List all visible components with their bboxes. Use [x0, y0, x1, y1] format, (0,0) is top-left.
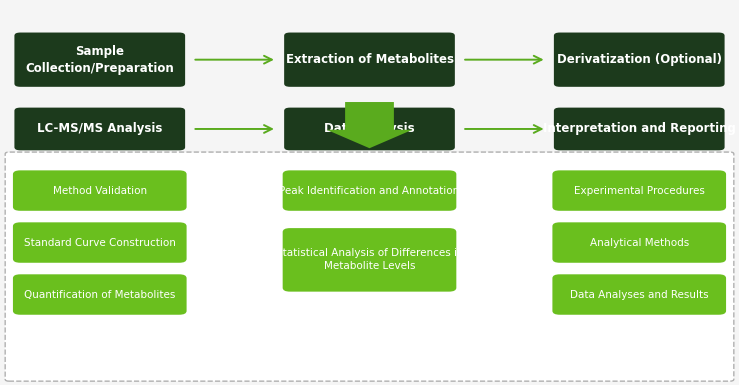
Text: Data Analysis: Data Analysis — [324, 122, 415, 136]
Text: LC-MS/MS Analysis: LC-MS/MS Analysis — [37, 122, 163, 136]
Text: Analytical Methods: Analytical Methods — [590, 238, 689, 248]
FancyBboxPatch shape — [552, 223, 726, 263]
Text: Statistical Analysis of Differences in
Metabolite Levels: Statistical Analysis of Differences in M… — [276, 248, 463, 271]
FancyBboxPatch shape — [5, 152, 734, 381]
FancyBboxPatch shape — [13, 274, 186, 315]
Text: Experimental Procedures: Experimental Procedures — [573, 186, 705, 196]
FancyBboxPatch shape — [552, 274, 726, 315]
FancyBboxPatch shape — [15, 108, 185, 150]
Polygon shape — [327, 102, 412, 148]
FancyBboxPatch shape — [285, 108, 455, 150]
Text: Sample
Collection/Preparation: Sample Collection/Preparation — [25, 45, 174, 75]
Text: Standard Curve Construction: Standard Curve Construction — [24, 238, 176, 248]
Text: Peak Identification and Annotation: Peak Identification and Annotation — [279, 186, 460, 196]
Text: Data Analyses and Results: Data Analyses and Results — [570, 290, 709, 300]
Text: Extraction of Metabolites: Extraction of Metabolites — [285, 53, 454, 66]
Text: Method Validation: Method Validation — [52, 186, 147, 196]
FancyBboxPatch shape — [13, 223, 186, 263]
FancyBboxPatch shape — [554, 108, 724, 150]
FancyBboxPatch shape — [552, 170, 726, 211]
Text: Interpretation and Reporting: Interpretation and Reporting — [543, 122, 735, 136]
FancyBboxPatch shape — [13, 170, 186, 211]
FancyBboxPatch shape — [283, 170, 457, 211]
FancyBboxPatch shape — [554, 33, 724, 87]
Text: Derivatization (Optional): Derivatization (Optional) — [556, 53, 722, 66]
FancyBboxPatch shape — [283, 228, 457, 292]
Text: Quantification of Metabolites: Quantification of Metabolites — [24, 290, 175, 300]
FancyBboxPatch shape — [285, 33, 455, 87]
FancyBboxPatch shape — [15, 33, 185, 87]
